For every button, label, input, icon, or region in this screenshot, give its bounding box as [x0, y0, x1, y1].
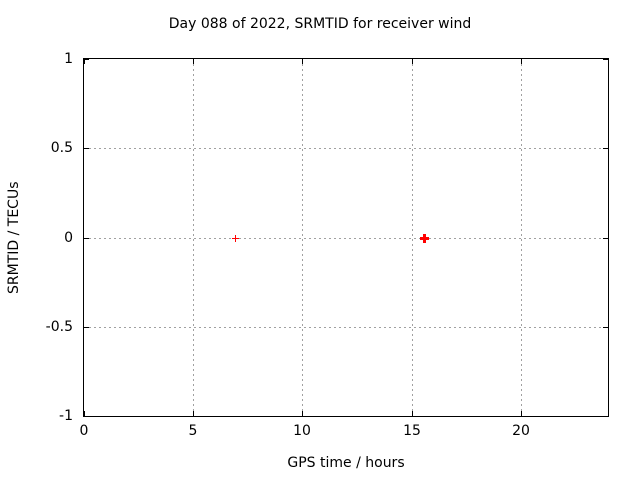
- chart-title: Day 088 of 2022, SRMTID for receiver win…: [168, 16, 472, 32]
- grid-line-vertical: [412, 59, 413, 416]
- tick-mark-left: [84, 148, 89, 149]
- tick-mark-top: [84, 59, 85, 64]
- x-tick-label: 5: [188, 423, 198, 439]
- tick-mark-right: [603, 327, 608, 328]
- tick-mark-bottom: [84, 411, 85, 416]
- x-axis-label: GPS time / hours: [287, 455, 405, 471]
- grid-line-horizontal: [84, 148, 608, 149]
- grid-line-vertical: [193, 59, 194, 416]
- grid-line-vertical: [302, 59, 303, 416]
- y-tick-label: 0: [64, 230, 73, 246]
- tick-mark-right: [603, 59, 608, 60]
- tick-mark-right: [603, 148, 608, 149]
- tick-mark-top: [193, 59, 194, 64]
- plot-area: 0 5 10 15 20 1 0.5 0 -0.5 -1: [46, 51, 609, 439]
- grid-line-horizontal: [84, 327, 608, 328]
- data-point-marker-v: [423, 234, 426, 243]
- tick-mark-left: [84, 59, 89, 60]
- y-tick-label: 0.5: [50, 140, 73, 156]
- tick-mark-bottom: [521, 411, 522, 416]
- tick-mark-bottom: [193, 411, 194, 416]
- y-tick-label: -0.5: [45, 319, 73, 335]
- x-tick-label: 10: [293, 423, 311, 439]
- tick-mark-bottom: [412, 411, 413, 416]
- tick-mark-right: [603, 238, 608, 239]
- tick-mark-top: [412, 59, 413, 64]
- tick-mark-bottom: [302, 411, 303, 416]
- x-tick-label: 20: [512, 423, 530, 439]
- y-tick-label: 1: [64, 51, 73, 67]
- tick-mark-right: [603, 416, 608, 417]
- y-axis-label: SRMTID / TECUs: [6, 181, 22, 294]
- tick-mark-top: [521, 59, 522, 64]
- grid-line-vertical: [521, 59, 522, 416]
- tick-mark-top: [302, 59, 303, 64]
- tick-mark-left: [84, 327, 89, 328]
- y-tick-label: -1: [59, 408, 73, 424]
- data-point-marker-v: [235, 235, 236, 242]
- x-tick-label: 15: [403, 423, 421, 439]
- grid-line-horizontal: [84, 238, 608, 239]
- tick-mark-left: [84, 416, 89, 417]
- tick-mark-left: [84, 238, 89, 239]
- x-tick-label: 0: [79, 423, 89, 439]
